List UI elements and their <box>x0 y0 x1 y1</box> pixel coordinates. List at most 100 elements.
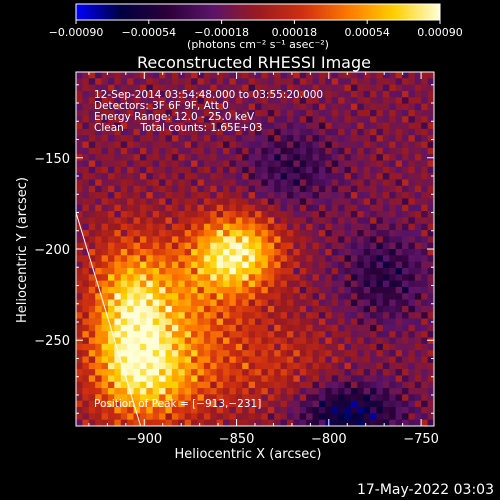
heatmap-cell <box>178 72 186 79</box>
heatmap-cell <box>235 154 243 161</box>
heatmap-cell <box>146 249 154 256</box>
heatmap-cell <box>267 179 275 187</box>
heatmap-cell <box>76 122 83 130</box>
heatmap-cell <box>107 337 115 345</box>
heatmap-cell <box>152 147 160 155</box>
heatmap-cell <box>165 141 173 149</box>
heatmap-cell <box>325 230 333 237</box>
heatmap-cell <box>338 400 345 408</box>
heatmap-cell <box>82 362 90 370</box>
heatmap-cell <box>82 299 90 307</box>
y-tick-label: −150 <box>34 152 70 167</box>
heatmap-cell <box>312 78 320 86</box>
heatmap-cell <box>261 128 269 136</box>
heatmap-cell <box>242 324 249 332</box>
heatmap-cell <box>382 78 390 86</box>
heatmap-cell <box>101 122 109 130</box>
heatmap-cell <box>235 375 243 383</box>
heatmap-cell <box>389 116 397 123</box>
heatmap-cell <box>382 293 390 300</box>
heatmap-cell <box>350 84 358 92</box>
heatmap-cell <box>402 236 409 244</box>
heatmap-cell <box>165 337 173 345</box>
heatmap-cell <box>408 293 416 300</box>
heatmap-cell <box>210 343 218 351</box>
heatmap-cell <box>88 204 96 212</box>
heatmap-cell <box>203 350 211 357</box>
heatmap-cell <box>146 413 154 421</box>
heatmap-cell <box>280 185 288 193</box>
heatmap-cell <box>229 255 237 263</box>
heatmap-cell <box>152 267 160 275</box>
heatmap-cell <box>178 223 186 231</box>
heatmap-cell <box>370 154 377 161</box>
heatmap-cell <box>203 147 211 155</box>
heatmap-cell <box>299 154 307 161</box>
heatmap-cell <box>235 356 243 364</box>
heatmap-cell <box>82 97 90 105</box>
heatmap-cell <box>120 179 128 187</box>
heatmap-cell <box>299 413 307 421</box>
heatmap-cell <box>216 135 224 142</box>
heatmap-cell <box>350 331 358 338</box>
heatmap-cell <box>363 305 371 313</box>
heatmap-cell <box>95 97 102 105</box>
heatmap-cell <box>139 331 147 338</box>
heatmap-cell <box>312 135 320 142</box>
heatmap-cell <box>427 230 434 237</box>
heatmap-cell <box>274 160 281 168</box>
heatmap-cell <box>350 369 358 376</box>
heatmap-cell <box>114 369 122 376</box>
heatmap-cell <box>133 109 141 117</box>
heatmap-cell <box>427 356 434 364</box>
heatmap-cell <box>159 116 166 123</box>
heatmap-cell <box>88 267 96 275</box>
heatmap-cell <box>159 293 166 300</box>
heatmap-cell <box>191 381 198 389</box>
heatmap-cell <box>402 128 409 136</box>
heatmap-cell <box>274 375 281 383</box>
heatmap-cell <box>107 198 115 206</box>
heatmap-cell <box>293 274 301 282</box>
heatmap-cell <box>318 185 326 193</box>
heatmap-cell <box>402 261 409 269</box>
heatmap-cell <box>414 299 422 307</box>
heatmap-cell <box>363 223 371 231</box>
heatmap-cell <box>299 394 307 402</box>
heatmap-cell <box>216 261 224 269</box>
heatmap-cell <box>152 305 160 313</box>
heatmap-cell <box>344 369 352 376</box>
heatmap-cell <box>363 381 371 389</box>
heatmap-cell <box>107 356 115 364</box>
heatmap-cell <box>306 242 313 250</box>
heatmap-cell <box>280 128 288 136</box>
heatmap-cell <box>414 116 422 123</box>
heatmap-cell <box>382 324 390 332</box>
heatmap-cell <box>248 242 256 250</box>
heatmap-cell <box>159 223 166 231</box>
heatmap-cell <box>242 419 249 426</box>
heatmap-cell <box>293 160 301 168</box>
heatmap-cell <box>363 198 371 206</box>
heatmap-cell <box>267 343 275 351</box>
heatmap-cell <box>280 305 288 313</box>
heatmap-cell <box>171 261 179 269</box>
heatmap-cell <box>357 192 365 199</box>
heatmap-cell <box>146 223 154 231</box>
heatmap-cell <box>139 147 147 155</box>
heatmap-cell <box>197 362 205 370</box>
heatmap-cell <box>152 103 160 111</box>
heatmap-cell <box>165 312 173 319</box>
heatmap-cell <box>261 198 269 206</box>
heatmap-cell <box>357 280 365 288</box>
heatmap-cell <box>318 116 326 123</box>
heatmap-cell <box>120 267 128 275</box>
heatmap-cell <box>299 267 307 275</box>
heatmap-cell <box>286 179 294 187</box>
heatmap-cell <box>312 267 320 275</box>
plot-area <box>76 72 434 426</box>
heatmap-cell <box>395 242 403 250</box>
heatmap-cell <box>242 267 249 275</box>
heatmap-cell <box>376 78 384 86</box>
heatmap-cell <box>171 128 179 136</box>
